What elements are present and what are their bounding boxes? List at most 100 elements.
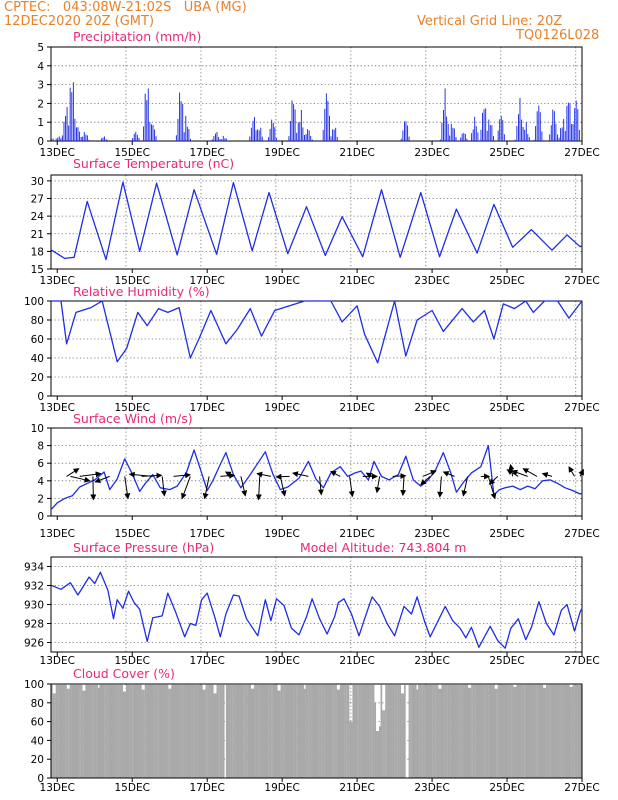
precip-bar bbox=[269, 128, 271, 141]
precip-bar bbox=[475, 126, 477, 141]
cloud-bar bbox=[210, 684, 213, 778]
cloud-bar bbox=[527, 684, 530, 778]
y-tick-label: 932 bbox=[24, 581, 44, 593]
wind-vector bbox=[90, 476, 97, 501]
cloud-bar bbox=[313, 684, 316, 778]
cloud-bar bbox=[539, 684, 542, 778]
cloud-bar bbox=[314, 684, 317, 778]
cloud-bar bbox=[136, 684, 139, 778]
precip-bar bbox=[491, 125, 493, 141]
panel-title: Precipitation (mm/h) bbox=[73, 29, 201, 44]
cloud-bar bbox=[325, 684, 328, 778]
cloud-bar bbox=[544, 687, 547, 778]
y-tick-label: 27 bbox=[31, 194, 44, 206]
cloud-bar bbox=[468, 687, 470, 778]
wind-vector bbox=[279, 476, 287, 497]
precip-bar bbox=[215, 133, 216, 141]
precip-bar bbox=[518, 114, 519, 141]
precip-bar bbox=[516, 126, 518, 141]
cloud-bar bbox=[347, 684, 350, 778]
panel-title: Surface Pressure (hPa) bbox=[73, 540, 214, 555]
precip-bar bbox=[132, 138, 134, 141]
cloud-bar bbox=[208, 684, 211, 778]
cloud-bar bbox=[157, 684, 159, 778]
precip-bar bbox=[558, 137, 560, 141]
cloud-bar bbox=[194, 684, 197, 778]
x-tick-label: 13DEC bbox=[40, 147, 75, 159]
precip-bar bbox=[146, 100, 148, 141]
cloud-bar bbox=[335, 684, 337, 778]
cloud-bar bbox=[432, 684, 434, 778]
cloud-bar bbox=[505, 684, 508, 778]
precip-bar bbox=[444, 88, 446, 141]
cloud-bar bbox=[460, 684, 462, 778]
precip-bar bbox=[293, 104, 295, 141]
precip-bar bbox=[564, 131, 566, 141]
cloud-bar bbox=[182, 684, 184, 778]
cloud-bar bbox=[514, 686, 517, 778]
precip-bar bbox=[497, 130, 499, 141]
precip-bar bbox=[104, 136, 106, 141]
series-line bbox=[51, 571, 583, 649]
cloud-bar bbox=[104, 684, 106, 778]
cloud-bar bbox=[185, 684, 188, 778]
cloud-bar bbox=[286, 684, 289, 778]
precip-bar bbox=[88, 139, 90, 141]
cloud-bar bbox=[107, 684, 109, 778]
cloud-bar bbox=[421, 684, 423, 778]
wind-vector bbox=[422, 470, 437, 477]
cloud-bar bbox=[358, 684, 361, 778]
cloud-bar bbox=[327, 684, 330, 778]
cloud-bar bbox=[58, 684, 61, 778]
y-tick-label: 926 bbox=[24, 638, 44, 650]
cloud-bar bbox=[225, 684, 228, 778]
cloud-bar bbox=[580, 684, 583, 778]
cloud-bar bbox=[261, 684, 264, 778]
cloud-bar bbox=[51, 684, 53, 778]
cloud-bar bbox=[435, 684, 437, 778]
precip-bar bbox=[185, 115, 187, 141]
cloud-bar bbox=[215, 693, 217, 778]
cloud-bar bbox=[235, 684, 238, 778]
cloud-bar bbox=[86, 684, 89, 778]
cloud-bar bbox=[507, 684, 509, 778]
x-tick-label: 21DEC bbox=[339, 655, 374, 667]
wind-vector bbox=[392, 473, 407, 480]
cloud-bar bbox=[272, 684, 275, 778]
cloud-bar bbox=[457, 684, 459, 778]
x-tick-label: 21DEC bbox=[339, 402, 374, 414]
precip-bar bbox=[144, 93, 146, 141]
precip-bar bbox=[252, 120, 254, 141]
cloud-bar bbox=[482, 684, 484, 778]
precip-bar bbox=[105, 139, 107, 141]
cloud-bar bbox=[111, 684, 114, 778]
cloud-bar bbox=[394, 684, 397, 778]
cloud-bar bbox=[525, 684, 528, 778]
cloud-bar bbox=[293, 684, 295, 778]
precip-bar bbox=[190, 138, 191, 141]
wind-vector bbox=[522, 468, 538, 477]
precip-bar bbox=[549, 134, 551, 141]
y-tick-label: 24 bbox=[31, 211, 45, 223]
cloud-bar bbox=[166, 684, 169, 778]
cloud-bar bbox=[254, 684, 256, 778]
precip-bar bbox=[325, 93, 327, 141]
cloud-bar bbox=[528, 684, 531, 778]
cloud-bar bbox=[229, 684, 231, 778]
wind-vector bbox=[70, 475, 91, 483]
precip-bar bbox=[175, 135, 177, 141]
panel-frame bbox=[50, 300, 583, 397]
model-code: TQ0126L028 bbox=[516, 28, 600, 43]
precip-bar bbox=[258, 130, 260, 141]
precip-bar bbox=[255, 130, 257, 141]
cloud-bar bbox=[302, 684, 305, 778]
wind-vector bbox=[292, 471, 309, 478]
precip-bar bbox=[296, 132, 298, 141]
precip-bar bbox=[138, 137, 140, 141]
cloud-bar bbox=[130, 684, 133, 778]
precip-bar bbox=[136, 134, 138, 141]
precip-bar bbox=[441, 122, 443, 141]
cloud-bar bbox=[152, 684, 155, 778]
cloud-bar bbox=[566, 684, 569, 778]
precip-bar bbox=[447, 124, 449, 141]
